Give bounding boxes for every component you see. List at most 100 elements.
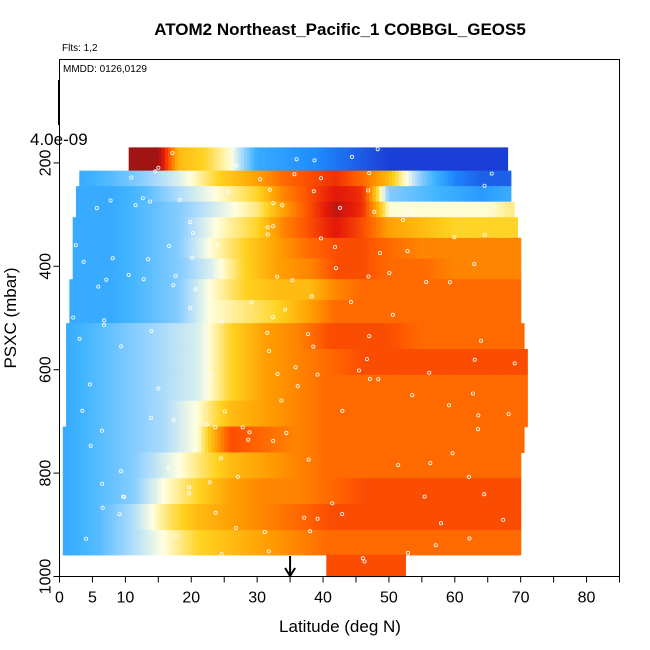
heat-cell [181, 478, 186, 505]
heat-cell [253, 147, 258, 172]
heat-cell [191, 426, 196, 454]
heat-cell [421, 374, 426, 402]
heat-cell [240, 323, 245, 350]
heat-cell [178, 452, 182, 479]
sample-point [119, 469, 124, 474]
heat-cell [402, 186, 406, 203]
heat-cell [467, 374, 472, 402]
heat-cell [323, 170, 327, 187]
heat-cell [494, 201, 499, 218]
heat-cell [234, 237, 238, 260]
sample-point [406, 209, 411, 214]
heat-cell [474, 349, 479, 376]
heat-cell [131, 237, 136, 260]
heat-cell [411, 170, 416, 187]
heat-cell [128, 323, 133, 350]
heat-cell [448, 299, 453, 324]
heat-cell [514, 237, 518, 260]
heat-cell [421, 217, 426, 239]
heat-cell [112, 374, 117, 402]
heat-cell [204, 452, 209, 479]
heat-cell [323, 299, 327, 324]
heat-cell [514, 426, 518, 454]
heat-cell [514, 504, 518, 531]
heat-cell [411, 349, 416, 376]
heat-cell [102, 201, 107, 218]
heat-cell [85, 452, 90, 479]
heat-cell [510, 374, 515, 402]
heat-cell [158, 186, 163, 203]
heat-cell [247, 170, 252, 187]
heat-cell [431, 400, 436, 428]
heat-cell [263, 170, 268, 187]
heat-cell [355, 478, 360, 505]
sample-point [233, 526, 238, 531]
heat-cell [89, 217, 94, 239]
heat-cell [290, 323, 294, 350]
heat-cell [105, 400, 110, 428]
sample-point [215, 243, 220, 248]
heat-cell [247, 258, 252, 280]
heat-cell [247, 147, 252, 172]
heat-cell [342, 478, 347, 505]
sample-point [77, 336, 82, 341]
heat-cell [131, 186, 136, 203]
heat-cell [487, 237, 492, 260]
heat-cell [211, 349, 215, 376]
heat-cell [286, 258, 291, 280]
heat-cell [316, 279, 321, 301]
heat-cell [303, 426, 308, 454]
heat-cell [504, 217, 509, 239]
heat-cell [491, 186, 495, 203]
heat-cell [415, 400, 420, 428]
heat-cell [293, 374, 298, 402]
heat-cell [108, 170, 113, 187]
heat-cell [408, 349, 413, 376]
heat-cell [467, 147, 472, 172]
heat-cell [491, 529, 495, 556]
sample-point [188, 306, 193, 311]
heat-cell [220, 452, 225, 479]
heat-cell [89, 258, 94, 280]
heat-cell [75, 400, 80, 428]
heat-cell [319, 186, 324, 203]
heat-cell [375, 349, 380, 376]
heat-cell [280, 147, 285, 172]
heat-cell [339, 323, 344, 350]
sample-point [102, 322, 107, 327]
heat-cell [418, 400, 423, 428]
heat-cell [342, 323, 347, 350]
heat-cell [504, 299, 509, 324]
heat-cell [227, 299, 232, 324]
heat-cell [290, 201, 294, 218]
heat-cell [319, 349, 324, 376]
heat-cell [313, 349, 318, 376]
heat-cell [454, 217, 459, 239]
heat-cell [329, 478, 334, 505]
heat-cell [224, 426, 229, 454]
heat-cell [217, 400, 222, 428]
heat-cell [102, 237, 107, 260]
heat-cell [145, 504, 150, 531]
heat-cell [332, 504, 337, 531]
heat-cell [316, 217, 321, 239]
heat-cell [392, 201, 397, 218]
heat-cell [145, 201, 150, 218]
heat-cell [408, 452, 413, 479]
heat-cell [415, 504, 420, 531]
heat-cell [382, 349, 387, 376]
heat-cell [141, 299, 146, 324]
heat-cell [184, 299, 189, 324]
heat-cell [214, 400, 219, 428]
heat-cell [102, 170, 107, 187]
heat-cell [507, 170, 512, 187]
heat-cell [487, 217, 492, 239]
heat-cell [471, 323, 476, 350]
heat-cell [438, 279, 443, 301]
heat-cell [418, 170, 423, 187]
heat-cell [145, 170, 150, 187]
heat-cell [243, 374, 248, 402]
heat-cell [461, 400, 466, 428]
heat-cell [474, 186, 479, 203]
heat-cell [316, 374, 321, 402]
